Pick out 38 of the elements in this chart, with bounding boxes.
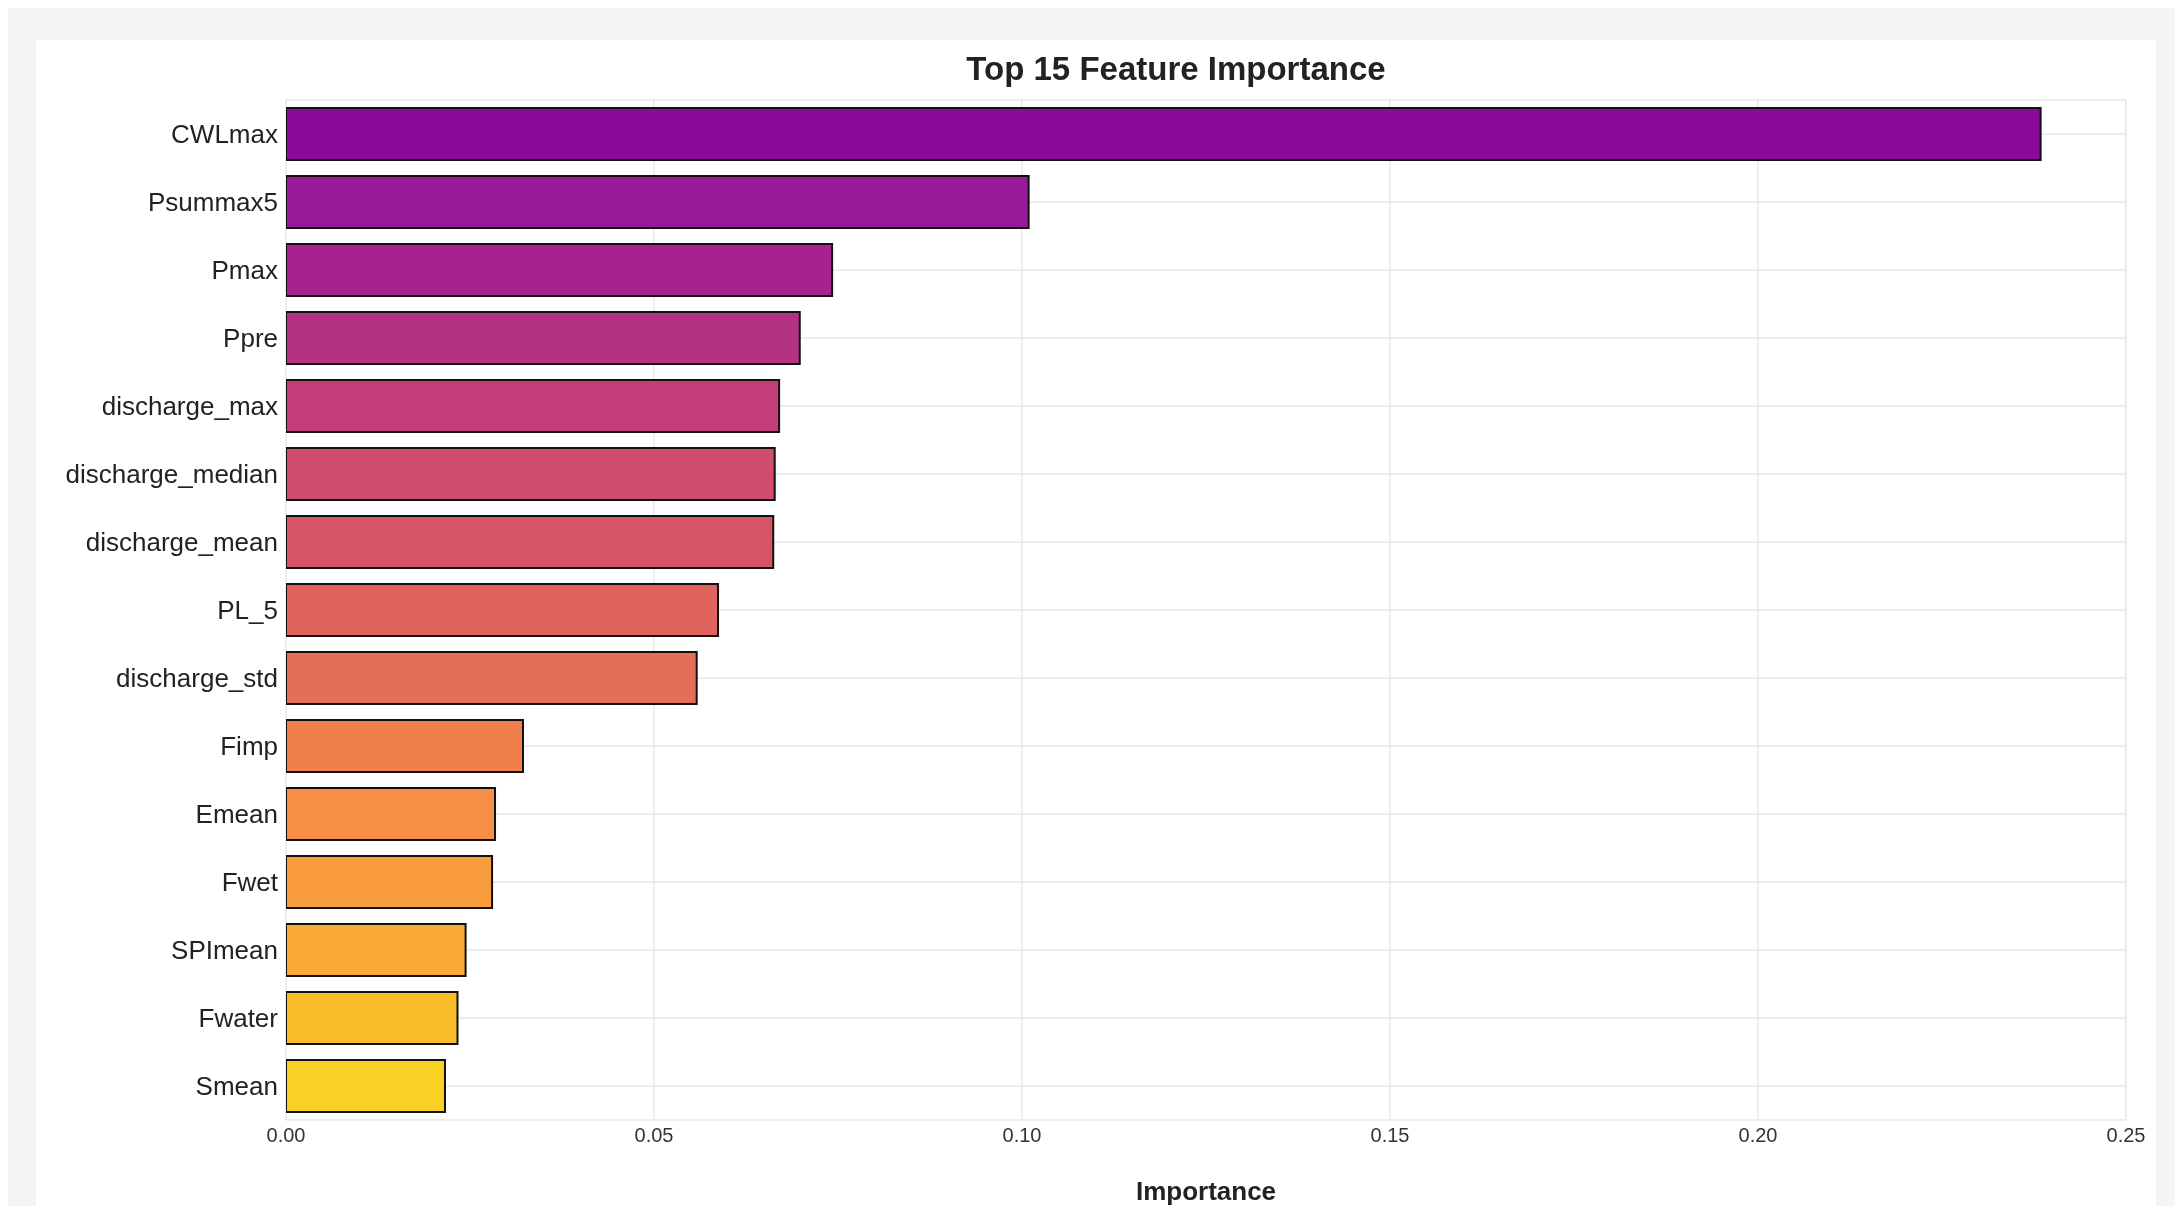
x-tick-label: 0.20 xyxy=(1738,1124,1778,1147)
bar xyxy=(286,243,834,297)
y-tick-label: Smean xyxy=(195,1071,278,1102)
y-tick-label: discharge_median xyxy=(65,459,278,490)
bar xyxy=(286,515,775,569)
y-tick-label: Ppre xyxy=(223,323,278,354)
x-axis-title: Importance xyxy=(1135,1176,1277,1206)
y-tick-label: Fwet xyxy=(221,867,279,898)
bar xyxy=(286,583,720,637)
bar xyxy=(286,719,524,773)
x-tick-label: 0.25 xyxy=(2106,1124,2146,1147)
y-tick-label: Psummax5 xyxy=(147,187,278,218)
y-tick-label: Pmax xyxy=(211,255,278,286)
bar xyxy=(286,923,467,977)
y-tick-label: CWLmax xyxy=(171,119,278,150)
y-tick-label: Emean xyxy=(195,799,278,830)
x-tick-label: 0.10 xyxy=(1002,1124,1042,1147)
x-tick-label: 0.05 xyxy=(634,1124,674,1147)
y-tick-label: discharge_std xyxy=(116,663,278,694)
x-tick-label: 0.15 xyxy=(1370,1124,1410,1147)
bar xyxy=(286,787,497,841)
y-tick-label: Fwater xyxy=(198,1003,279,1034)
chart-title: Top 15 Feature Importance xyxy=(965,49,1387,89)
y-tick-label: Fimp xyxy=(220,731,278,762)
y-tick-label: discharge_max xyxy=(101,391,278,422)
bar xyxy=(286,447,776,501)
bar xyxy=(286,175,1030,229)
y-tick-label: discharge_mean xyxy=(85,527,278,558)
y-tick-label: SPImean xyxy=(171,935,278,966)
x-tick-label: 0.00 xyxy=(266,1124,306,1147)
bar xyxy=(286,855,494,909)
y-tick-label: PL_5 xyxy=(217,595,278,626)
bar xyxy=(286,379,781,433)
bar xyxy=(286,311,801,365)
bar xyxy=(286,651,698,705)
bar xyxy=(286,991,459,1045)
bar xyxy=(286,1059,446,1113)
bar xyxy=(286,107,2042,161)
